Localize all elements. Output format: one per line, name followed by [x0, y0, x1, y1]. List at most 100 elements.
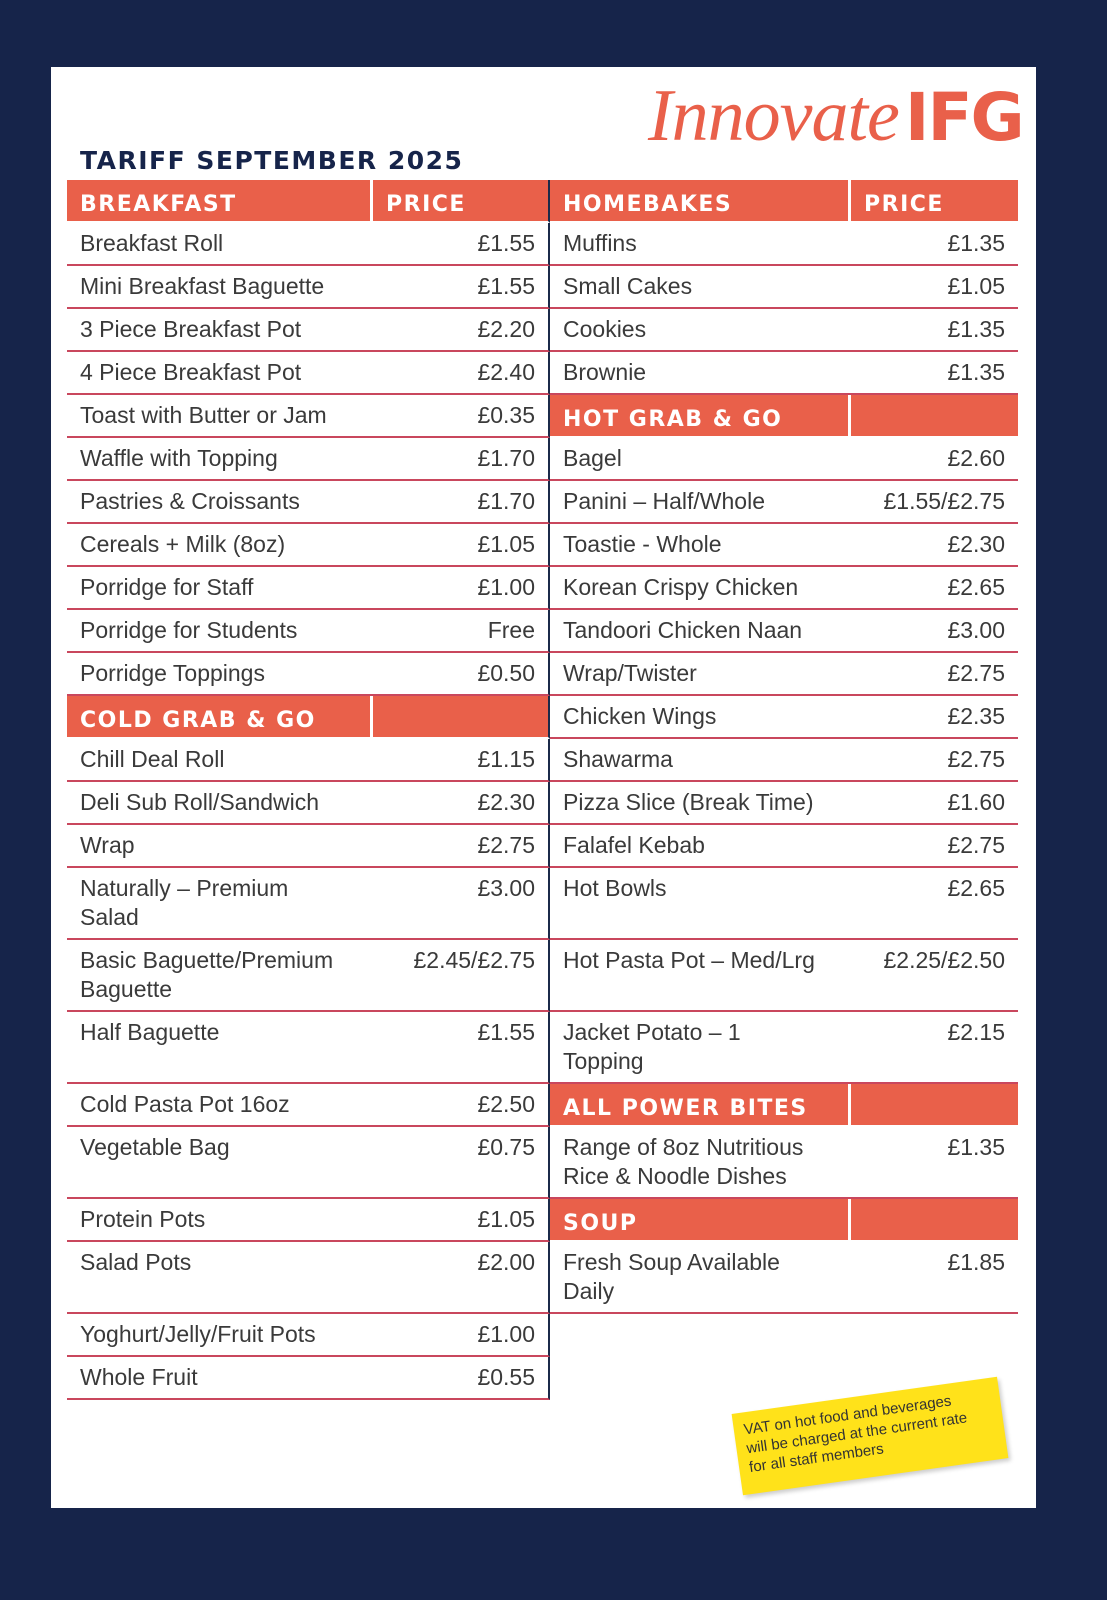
- item-name: Fresh Soup Available Daily: [563, 1249, 780, 1304]
- section-header: ALL POWER BITES: [550, 1084, 1018, 1127]
- item-name: Shawarma: [563, 746, 673, 772]
- item-price: £1.05: [477, 531, 535, 557]
- menu-item: Vegetable Bag £0.75: [67, 1127, 550, 1199]
- menu-item: Porridge Toppings £0.50: [67, 653, 550, 696]
- logo-bold: IFG: [904, 79, 1025, 156]
- item-name: Breakfast Roll: [80, 230, 224, 256]
- section-header: HOMEBAKES PRICE: [550, 180, 1018, 223]
- item-price: £1.70: [477, 445, 535, 471]
- menu-item: Range of 8oz Nutritious Rice & Noodle Di…: [550, 1127, 1018, 1199]
- item-name: Toastie - Whole: [563, 531, 722, 557]
- item-name: Cereals + Milk (8oz): [80, 531, 286, 557]
- item-name: 3 Piece Breakfast Pot: [80, 316, 302, 342]
- menu-item: Toastie - Whole £2.30: [550, 524, 1018, 567]
- logo-script: Innovate: [648, 75, 900, 157]
- tariff-grid: BREAKFAST PRICE Breakfast Roll £1.55 Mini Br…: [67, 180, 1018, 1400]
- menu-item: Panini – Half/Whole £1.55/£2.75: [550, 481, 1018, 524]
- menu-item: Naturally – Premium Salad £3.00: [67, 868, 550, 940]
- item-name: Small Cakes: [563, 273, 693, 299]
- item-price: £2.00: [477, 1249, 535, 1275]
- menu-item: Breakfast Roll £1.55: [67, 223, 550, 266]
- item-price: £1.70: [477, 488, 535, 514]
- menu-item: Basic Baguette/Premium Baguette £2.45/£2.…: [67, 940, 550, 1012]
- menu-item: Porridge for Students Free: [67, 610, 550, 653]
- item-price: £0.75: [477, 1134, 535, 1160]
- item-name: Porridge Toppings: [80, 660, 265, 686]
- menu-item: 4 Piece Breakfast Pot £2.40: [67, 352, 550, 395]
- item-name: Pizza Slice (Break Time): [563, 789, 814, 815]
- section-header: SOUP: [550, 1199, 1018, 1242]
- item-price: £2.75: [947, 660, 1005, 686]
- section-heading: BREAKFAST: [67, 180, 373, 221]
- item-name: Wrap: [80, 832, 135, 858]
- item-price: £2.75: [947, 832, 1005, 858]
- menu-item: Protein Pots £1.05: [67, 1199, 550, 1242]
- item-price: £2.35: [947, 703, 1005, 729]
- item-price: £1.00: [477, 1321, 535, 1347]
- price-heading: PRICE: [386, 192, 466, 217]
- item-price: £1.60: [947, 789, 1005, 815]
- section-header: HOT GRAB & GO: [550, 395, 1018, 438]
- item-name: Jacket Potato – 1 Topping: [563, 1019, 741, 1074]
- item-price: £2.30: [947, 531, 1005, 557]
- menu-item: Shawarma £2.75: [550, 739, 1018, 782]
- section-heading: COLD GRAB & GO: [67, 696, 373, 737]
- menu-item: Toast with Butter or Jam £0.35: [67, 395, 550, 438]
- item-price: £2.65: [947, 574, 1005, 600]
- title: TARIFF SEPTEMBER 2025: [80, 146, 464, 175]
- menu-item: Yoghurt/Jelly/Fruit Pots £1.00: [67, 1314, 550, 1357]
- section-header: COLD GRAB & GO: [67, 696, 550, 739]
- section-heading: SOUP: [550, 1199, 851, 1240]
- item-name: Salad Pots: [80, 1249, 192, 1275]
- item-name: Mini Breakfast Baguette: [80, 273, 325, 299]
- item-name: Hot Pasta Pot – Med/Lrg: [563, 947, 815, 973]
- item-name: Half Baguette: [80, 1019, 220, 1045]
- item-price: £1.55/£2.75: [883, 488, 1005, 514]
- item-name: Basic Baguette/Premium Baguette: [80, 947, 334, 1002]
- menu-item: Cold Pasta Pot 16oz £2.50: [67, 1084, 550, 1127]
- menu-item: Waffle with Topping £1.70: [67, 438, 550, 481]
- item-name: Brownie: [563, 359, 647, 385]
- item-name: Porridge for Staff: [80, 574, 254, 600]
- item-name: Whole Fruit: [80, 1364, 198, 1390]
- item-name: Tandoori Chicken Naan: [563, 617, 803, 643]
- item-name: Panini – Half/Whole: [563, 488, 765, 514]
- item-price: £2.50: [477, 1091, 535, 1117]
- menu-item: Wrap £2.75: [67, 825, 550, 868]
- item-name: Korean Crispy Chicken: [563, 574, 799, 600]
- menu-item: Pizza Slice (Break Time) £1.60: [550, 782, 1018, 825]
- item-price: £1.35: [947, 359, 1005, 385]
- item-name: Falafel Kebab: [563, 832, 705, 858]
- section-header: BREAKFAST PRICE: [67, 180, 550, 223]
- item-price: £1.55: [477, 230, 535, 256]
- item-price: £2.30: [477, 789, 535, 815]
- item-price: £1.15: [477, 746, 535, 772]
- item-price: £0.55: [477, 1364, 535, 1390]
- item-name: Cold Pasta Pot 16oz: [80, 1091, 290, 1117]
- item-name: Muffins: [563, 230, 637, 256]
- item-name: Chicken Wings: [563, 703, 717, 729]
- menu-item: Porridge for Staff £1.00: [67, 567, 550, 610]
- menu-item: Deli Sub Roll/Sandwich £2.30: [67, 782, 550, 825]
- item-price: Free: [487, 617, 535, 643]
- menu-item: Korean Crispy Chicken £2.65: [550, 567, 1018, 610]
- item-price: £2.40: [477, 359, 535, 385]
- item-price: £1.35: [947, 230, 1005, 256]
- menu-item: Chicken Wings £2.35: [550, 696, 1018, 739]
- logo: InnovateIFG: [648, 74, 1025, 159]
- item-name: Deli Sub Roll/Sandwich: [80, 789, 320, 815]
- menu-item: Pastries & Croissants £1.70: [67, 481, 550, 524]
- item-name: Porridge for Students: [80, 617, 298, 643]
- menu-item: Wrap/Twister £2.75: [550, 653, 1018, 696]
- item-name: Pastries & Croissants: [80, 488, 300, 514]
- item-name: Naturally – Premium Salad: [80, 875, 289, 930]
- item-price: £1.85: [947, 1249, 1005, 1275]
- item-price: £2.65: [947, 875, 1005, 901]
- menu-item: Fresh Soup Available Daily £1.85: [550, 1242, 1018, 1314]
- item-name: Toast with Butter or Jam: [80, 402, 327, 428]
- menu-item: Bagel £2.60: [550, 438, 1018, 481]
- item-name: Cookies: [563, 316, 647, 342]
- section-heading: HOT GRAB & GO: [550, 395, 851, 436]
- menu-item: Hot Pasta Pot – Med/Lrg £2.25/£2.50: [550, 940, 1018, 1012]
